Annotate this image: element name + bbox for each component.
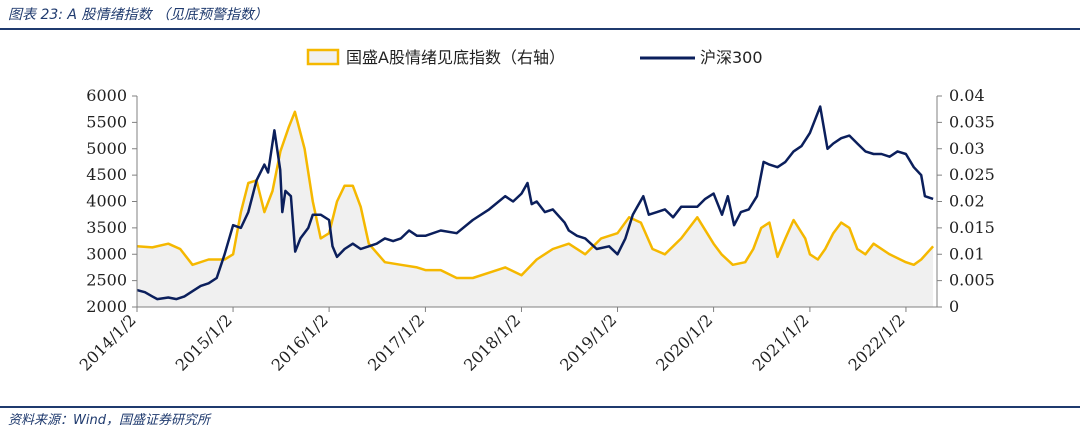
y-right-tick-label: 0.03	[949, 139, 985, 158]
x-tick-label: 2014/1/2	[76, 310, 140, 374]
y-right-tick-label: 0	[949, 297, 959, 316]
y-right-tick-label: 0.035	[949, 112, 995, 131]
y-right-tick-label: 0.01	[949, 244, 985, 263]
y-right-tick-label: 0.02	[949, 192, 985, 211]
y-right-tick-label: 0.015	[949, 218, 995, 237]
x-tick-label: 2021/1/2	[748, 310, 812, 374]
x-tick-label: 2020/1/2	[652, 310, 716, 374]
sentiment-area-layer	[136, 110, 935, 307]
sentiment-line	[136, 110, 935, 280]
y-left-tick-label: 5000	[86, 139, 127, 158]
x-tick-label: 2019/1/2	[556, 310, 620, 374]
y-right-tick-label: 0.025	[949, 165, 995, 184]
y-left-tick-label: 6000	[86, 86, 127, 105]
y-left-tick-label: 2000	[86, 297, 127, 316]
y-left-tick-label: 5500	[86, 112, 127, 131]
legend-label-sentiment: 国盛A股情绪见底指数（右轴）	[346, 48, 565, 67]
x-tick-label: 2017/1/2	[364, 310, 428, 374]
y-left-tick-label: 2500	[86, 271, 127, 290]
y-right-tick-label: 0.005	[949, 271, 995, 290]
y-left-tick-label: 3500	[86, 218, 127, 237]
figure-header: 图表 23: A 股情绪指数 （见底预警指数）	[0, 0, 1080, 30]
top-rule	[0, 28, 1080, 30]
y-left-tick-label: 3000	[86, 244, 127, 263]
bottom-rule	[0, 406, 1080, 408]
x-tick-label: 2015/1/2	[172, 310, 236, 374]
x-tick-label: 2022/1/2	[845, 310, 909, 374]
x-tick-label: 2018/1/2	[460, 310, 524, 374]
hs300-line	[136, 105, 934, 301]
axes-layer: 2000 2500 3000 3500 4000 4500 5000 5500 6000 0 0.0…	[76, 86, 995, 375]
sentiment-area	[137, 111, 934, 307]
y-left-tick-label: 4500	[86, 165, 127, 184]
hs300-line-layer	[136, 105, 934, 301]
x-tick-label: 2016/1/2	[268, 310, 332, 374]
figure-title: 图表 23: A 股情绪指数 （见底预警指数）	[8, 7, 268, 23]
y-left-tick-label: 4000	[86, 192, 127, 211]
sentiment-chart: 国盛A股情绪见底指数（右轴） 沪深300 2000 2500 3000 3500 4000…	[76, 48, 995, 375]
chart-legend: 国盛A股情绪见底指数（右轴） 沪深300	[306, 48, 763, 67]
figure-source: 资料来源：Wind，国盛证券研究所	[8, 413, 210, 428]
legend-swatch-sentiment	[306, 48, 340, 66]
y-right-tick-label: 0.04	[949, 86, 985, 105]
legend-label-hs300: 沪深300	[700, 48, 763, 67]
